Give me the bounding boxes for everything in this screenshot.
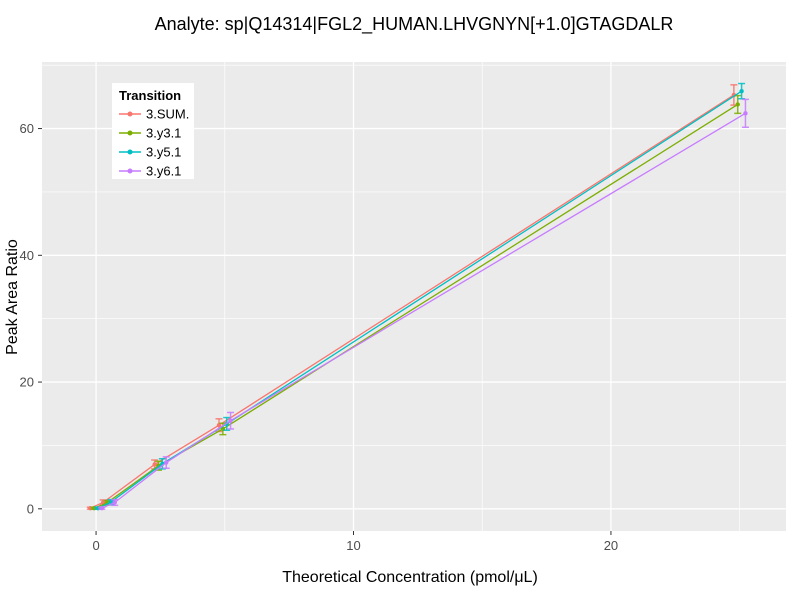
data-point <box>735 102 740 107</box>
chart-layer: 0 10 20 0 20 40 60 Transition 3.SUM. 3.y3.1 3.y5.1… <box>20 62 786 553</box>
x-axis-label: Theoretical Concentration (pmol/μL) <box>282 569 538 586</box>
legend-key-icon <box>127 168 133 174</box>
x-tick-label: 10 <box>346 538 360 553</box>
y-axis-label: Peak Area Ratio <box>4 239 21 355</box>
data-point <box>216 422 222 428</box>
data-point <box>164 460 169 465</box>
legend: Transition 3.SUM. 3.y3.1 3.y5.1 3.y6.1 <box>112 83 194 179</box>
data-point <box>112 500 117 505</box>
legend-entry-3.y5.1: 3.y5.1 <box>119 145 181 160</box>
legend-key-icon <box>127 149 133 155</box>
axes: 0 10 20 0 20 40 60 <box>20 121 619 553</box>
legend-entry-label: 3.y6.1 <box>146 164 181 179</box>
chart-title: Analyte: sp|Q14314|FGL2_HUMAN.LHVGNYN[+1… <box>155 14 674 35</box>
legend-key-icon <box>127 111 133 117</box>
data-point <box>228 418 233 423</box>
legend-entry-label: 3.SUM. <box>146 107 189 122</box>
y-tick-label: 20 <box>20 375 34 390</box>
legend-entry-3.SUM.: 3.SUM. <box>119 107 189 122</box>
data-point <box>743 111 748 116</box>
y-tick-label: 0 <box>27 501 34 516</box>
legend-title: Transition <box>119 88 181 103</box>
legend-entry-label: 3.y5.1 <box>146 145 181 160</box>
legend-entry-3.y6.1: 3.y6.1 <box>119 164 181 179</box>
legend-entry-3.y3.1: 3.y3.1 <box>119 126 181 141</box>
legend-entry-label: 3.y3.1 <box>146 126 181 141</box>
data-point <box>152 462 157 467</box>
x-tick-label: 20 <box>604 538 618 553</box>
data-point <box>99 505 105 511</box>
y-tick-label: 40 <box>20 248 34 263</box>
gridlines <box>42 62 786 531</box>
legend-key-icon <box>127 130 133 136</box>
series-3.y6.1 <box>98 98 749 511</box>
y-tick-label: 60 <box>20 121 34 136</box>
data-point <box>739 88 744 94</box>
x-tick-label: 0 <box>92 538 99 553</box>
